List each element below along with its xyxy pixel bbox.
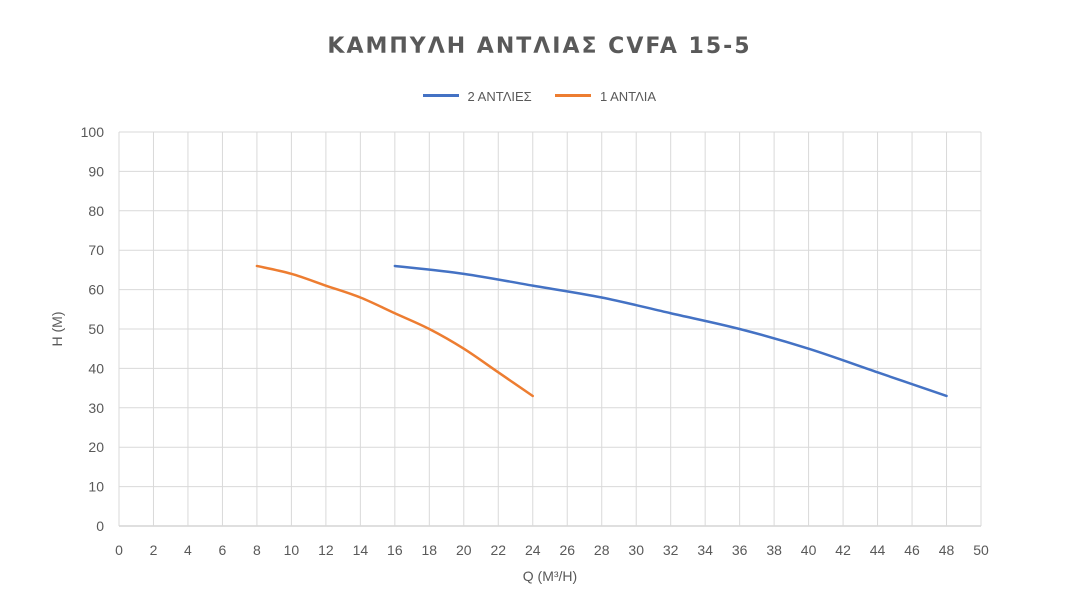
legend-swatch-1-pump — [555, 94, 592, 98]
legend-label-1-pump: 1 ΑΝΤΛΙΑ — [599, 89, 657, 105]
x-tick-label: 16 — [387, 542, 403, 558]
y-tick-label: 90 — [88, 163, 104, 179]
x-tick-label: 20 — [456, 542, 472, 558]
y-tick-label: 40 — [88, 360, 104, 376]
x-tick-label: 22 — [490, 542, 506, 558]
x-tick-label: 50 — [973, 542, 989, 558]
legend-swatch-2-pumps — [422, 94, 459, 98]
y-tick-label: 100 — [81, 124, 105, 140]
x-tick-label: 6 — [219, 542, 227, 558]
y-tick-label: 50 — [88, 321, 104, 337]
x-tick-label: 4 — [184, 542, 192, 558]
x-tick-label: 12 — [318, 542, 334, 558]
gridlines — [118, 131, 982, 527]
chart-title: ΚΑΜΠΥΛΗ ΑΝΤΛΙΑΣ CVFA 15-5 — [327, 34, 752, 59]
x-tick-label: 10 — [284, 542, 300, 558]
legend-item-2-pumps[interactable]: 2 ΑΝΤΛΙΕΣ — [422, 88, 532, 105]
x-tick-label: 44 — [870, 542, 886, 558]
x-tick-label: 34 — [697, 542, 713, 558]
x-tick-label: 30 — [628, 542, 644, 558]
y-tick-label: 20 — [88, 439, 104, 455]
x-tick-label: 36 — [732, 542, 748, 558]
series-line-1 — [255, 264, 535, 398]
x-tick-label: 8 — [253, 542, 261, 558]
x-tick-label: 28 — [594, 542, 610, 558]
x-tick-label: 32 — [663, 542, 679, 558]
x-tick-label: 26 — [559, 542, 575, 558]
y-tick-label: 0 — [96, 518, 104, 534]
x-tick-label: 40 — [801, 542, 817, 558]
x-tick-label: 46 — [904, 542, 920, 558]
x-tick-label: 2 — [150, 542, 158, 558]
y-axis-title: H (M) — [49, 312, 65, 347]
y-tick-label: 10 — [88, 479, 104, 495]
x-tick-label: 18 — [422, 542, 438, 558]
series-line-0 — [393, 264, 948, 398]
legend-label-2-pumps: 2 ΑΝΤΛΙΕΣ — [467, 89, 532, 105]
x-tick-label: 38 — [766, 542, 782, 558]
x-tick-label: 0 — [115, 542, 123, 558]
legend: 2 ΑΝΤΛΙΕΣ 1 ΑΝΤΛΙΑ — [0, 88, 1079, 104]
x-tick-label: 42 — [835, 542, 851, 558]
series-lines — [255, 264, 948, 398]
y-tick-label: 70 — [88, 242, 104, 258]
y-tick-label: 60 — [88, 282, 104, 298]
x-axis-title: Q (M³/H) — [523, 568, 577, 584]
x-tick-label: 14 — [353, 542, 369, 558]
x-tick-label: 24 — [525, 542, 541, 558]
legend-item-1-pump[interactable]: 1 ΑΝΤΛΙΑ — [555, 88, 656, 104]
y-tick-label: 80 — [88, 203, 104, 219]
y-tick-label: 30 — [88, 400, 104, 416]
x-tick-label: 48 — [939, 542, 955, 558]
